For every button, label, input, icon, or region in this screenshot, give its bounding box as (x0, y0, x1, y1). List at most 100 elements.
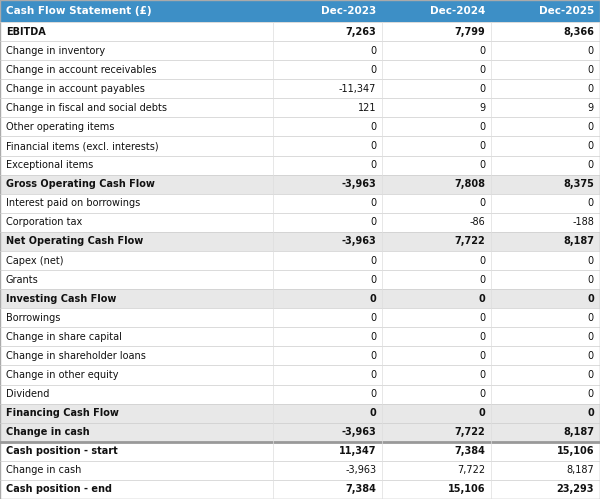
Text: 0: 0 (370, 160, 376, 170)
Text: -11,347: -11,347 (339, 84, 376, 94)
Text: -188: -188 (572, 218, 594, 228)
Bar (0, 79, 600, 98)
Text: 0: 0 (370, 45, 376, 55)
Text: 0: 0 (588, 255, 594, 265)
Bar (0, 346, 600, 365)
Text: -86: -86 (470, 218, 485, 228)
Bar (0, 156, 600, 175)
Text: 0: 0 (370, 313, 376, 323)
Text: 0: 0 (479, 293, 485, 304)
Text: 8,187: 8,187 (563, 237, 594, 247)
Text: Borrowings: Borrowings (6, 313, 61, 323)
Text: 15,106: 15,106 (448, 485, 485, 495)
Bar (0, 308, 600, 327)
Text: 0: 0 (370, 255, 376, 265)
Text: 0: 0 (479, 198, 485, 208)
Text: 0: 0 (588, 122, 594, 132)
Text: 0: 0 (479, 160, 485, 170)
Text: 11,347: 11,347 (338, 446, 376, 456)
Text: 8,187: 8,187 (566, 466, 594, 476)
Bar (0, 480, 600, 499)
Text: Change in cash: Change in cash (6, 466, 82, 476)
Text: 0: 0 (370, 65, 376, 75)
Text: 7,263: 7,263 (346, 26, 376, 36)
Text: Financial items (excl. interests): Financial items (excl. interests) (6, 141, 158, 151)
Text: 0: 0 (479, 389, 485, 399)
Text: 0: 0 (479, 122, 485, 132)
Text: Cash position - start: Cash position - start (6, 446, 118, 456)
Text: 0: 0 (370, 293, 376, 304)
Bar (0, 194, 600, 213)
Text: Corporation tax: Corporation tax (6, 218, 82, 228)
Text: 0: 0 (588, 389, 594, 399)
Text: 0: 0 (370, 408, 376, 418)
Text: 0: 0 (588, 274, 594, 284)
Bar (0, 385, 600, 404)
Bar (0, 327, 600, 346)
Text: 121: 121 (358, 103, 376, 113)
Text: Net Operating Cash Flow: Net Operating Cash Flow (6, 237, 143, 247)
Text: -3,963: -3,963 (341, 237, 376, 247)
Text: 9: 9 (479, 103, 485, 113)
Text: 0: 0 (588, 198, 594, 208)
Text: 0: 0 (479, 408, 485, 418)
Bar (0, 41, 600, 60)
Text: Change in shareholder loans: Change in shareholder loans (6, 351, 146, 361)
Bar (0, 213, 600, 232)
Bar (0, 175, 600, 194)
Text: 9: 9 (588, 103, 594, 113)
Text: 7,722: 7,722 (455, 427, 485, 437)
Text: 0: 0 (479, 370, 485, 380)
Text: 0: 0 (588, 332, 594, 342)
Text: 7,384: 7,384 (346, 485, 376, 495)
Text: 8,375: 8,375 (563, 179, 594, 189)
Bar (0, 0, 600, 22)
Bar (0, 232, 600, 251)
Text: 0: 0 (479, 65, 485, 75)
Bar (0, 461, 600, 480)
Text: 0: 0 (588, 160, 594, 170)
Text: 0: 0 (588, 84, 594, 94)
Text: 0: 0 (370, 218, 376, 228)
Text: Cash Flow Statement (£): Cash Flow Statement (£) (6, 6, 152, 16)
Text: -3,963: -3,963 (345, 466, 376, 476)
Text: 7,384: 7,384 (455, 446, 485, 456)
Text: 0: 0 (588, 370, 594, 380)
Text: 0: 0 (370, 370, 376, 380)
Text: -3,963: -3,963 (341, 179, 376, 189)
Text: 0: 0 (588, 313, 594, 323)
Text: 0: 0 (370, 274, 376, 284)
Text: Change in share capital: Change in share capital (6, 332, 122, 342)
Text: Dec-2023: Dec-2023 (321, 6, 376, 16)
Bar (0, 22, 600, 41)
Text: Change in fiscal and social debts: Change in fiscal and social debts (6, 103, 167, 113)
Text: 0: 0 (370, 198, 376, 208)
Text: 0: 0 (370, 351, 376, 361)
Text: EBITDA: EBITDA (6, 26, 46, 36)
Text: 0: 0 (479, 313, 485, 323)
Bar (0, 289, 600, 308)
Text: 0: 0 (370, 389, 376, 399)
Text: Change in cash: Change in cash (6, 427, 89, 437)
Text: 7,799: 7,799 (455, 26, 485, 36)
Text: Grants: Grants (6, 274, 39, 284)
Text: Gross Operating Cash Flow: Gross Operating Cash Flow (6, 179, 155, 189)
Bar (0, 137, 600, 156)
Text: Dec-2025: Dec-2025 (539, 6, 594, 16)
Text: 0: 0 (479, 141, 485, 151)
Text: 0: 0 (479, 351, 485, 361)
Bar (0, 251, 600, 270)
Bar (0, 423, 600, 442)
Text: Capex (net): Capex (net) (6, 255, 64, 265)
Text: 23,293: 23,293 (557, 485, 594, 495)
Text: 0: 0 (588, 65, 594, 75)
Text: Interest paid on borrowings: Interest paid on borrowings (6, 198, 140, 208)
Text: Investing Cash Flow: Investing Cash Flow (6, 293, 116, 304)
Bar (0, 270, 600, 289)
Bar (0, 98, 600, 117)
Text: 7,722: 7,722 (457, 466, 485, 476)
Bar (0, 404, 600, 423)
Text: 0: 0 (588, 351, 594, 361)
Text: 7,722: 7,722 (455, 237, 485, 247)
Text: Cash position - end: Cash position - end (6, 485, 112, 495)
